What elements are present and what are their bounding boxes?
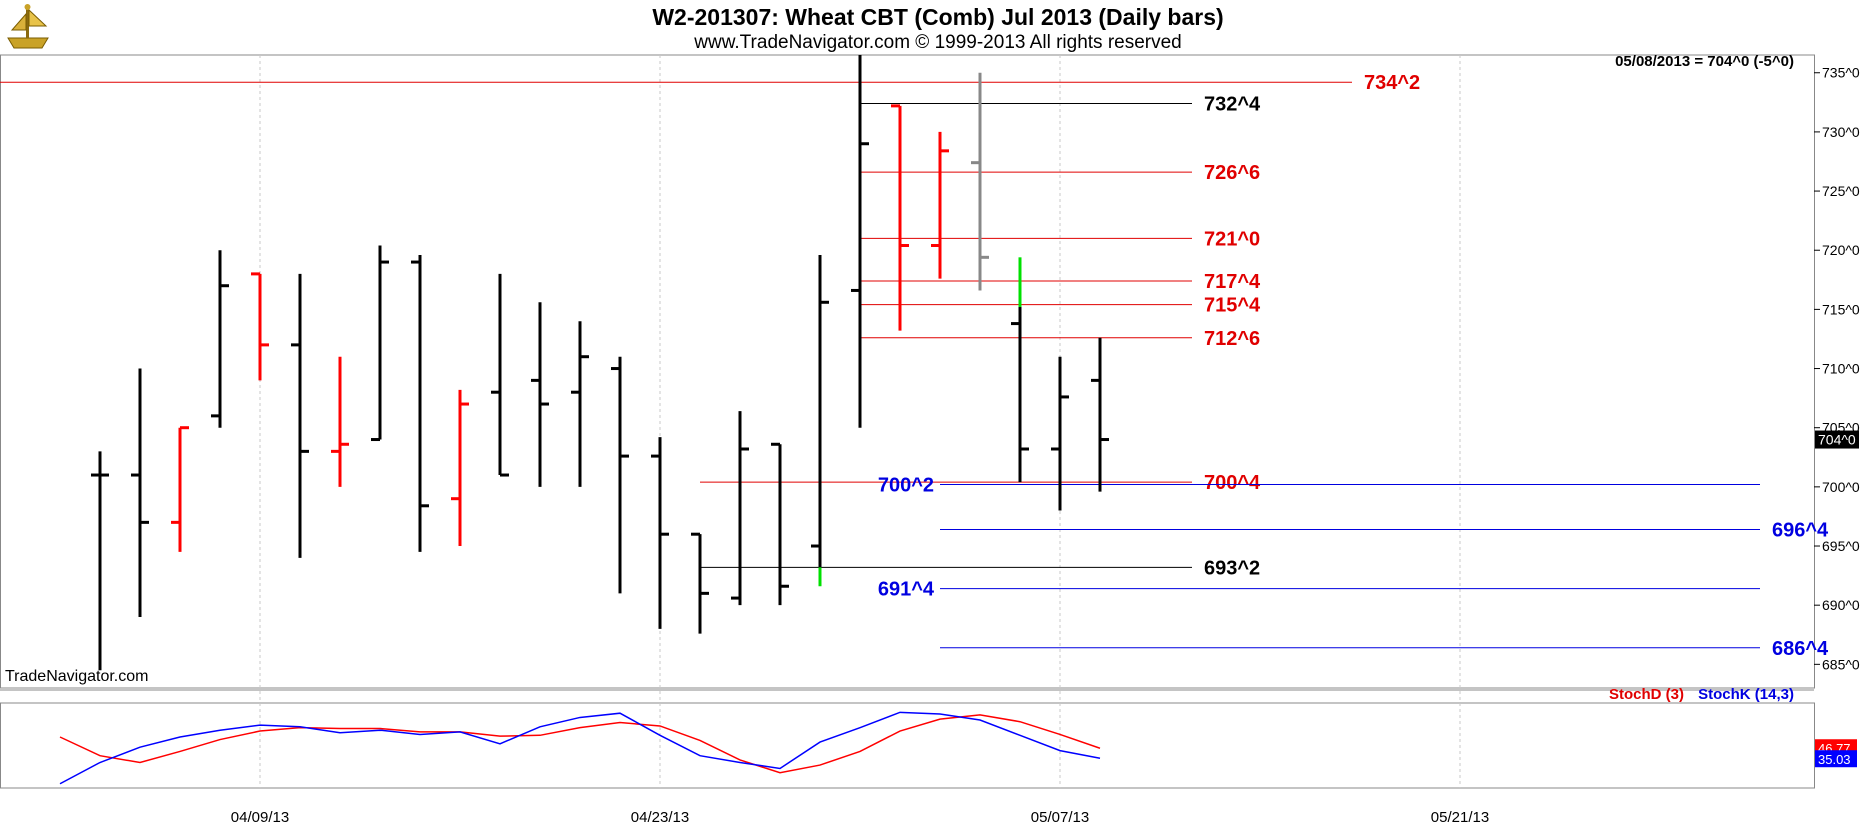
indicator-legend: StochD (3) StochK (14,3) bbox=[1609, 686, 1794, 703]
stoch-k-tag bbox=[1815, 750, 1857, 768]
chart-subtitle: www.TradeNavigator.com © 1999-2013 All r… bbox=[694, 32, 1182, 53]
stoch-k-legend: StochK (14,3) bbox=[1698, 686, 1794, 703]
price-tick-label: 725^0 bbox=[1822, 183, 1860, 199]
price-tick-label: 715^0 bbox=[1822, 301, 1860, 317]
price-level-label: 696^4 bbox=[1772, 519, 1829, 541]
price-level-label: 712^6 bbox=[1204, 328, 1260, 350]
last-price-info: 05/08/2013 = 704^0 (-5^0) bbox=[1615, 53, 1794, 70]
stoch-d-legend: StochD (3) bbox=[1608, 686, 1684, 703]
stoch-k-value: 35.03 bbox=[1818, 752, 1851, 767]
price-tick-label: 710^0 bbox=[1822, 361, 1860, 377]
date-tick-label: 05/07/13 bbox=[1031, 809, 1089, 826]
price-level-label: 715^4 bbox=[1204, 295, 1261, 317]
price-level-label: 700^2 bbox=[878, 474, 934, 496]
price-level-label: 726^6 bbox=[1204, 162, 1260, 184]
trade-navigator-logo-icon bbox=[7, 4, 49, 49]
price-level-label: 700^4 bbox=[1204, 472, 1261, 494]
date-tick-label: 05/21/13 bbox=[1431, 809, 1489, 826]
price-tick-label: 685^0 bbox=[1822, 656, 1860, 672]
last-price-label: 704^0 bbox=[1818, 432, 1856, 448]
chart-title: W2-201307: Wheat CBT (Comb) Jul 2013 (Da… bbox=[652, 4, 1224, 30]
stoch-k-line bbox=[59, 711, 1101, 785]
stoch-panel-frame bbox=[0, 702, 1815, 789]
price-level-label: 686^4 bbox=[1772, 638, 1829, 660]
price-level-label: 734^2 bbox=[1364, 72, 1420, 94]
price-tick-label: 695^0 bbox=[1822, 538, 1860, 554]
date-tick-label: 04/23/13 bbox=[631, 809, 689, 826]
price-level-label: 717^4 bbox=[1204, 271, 1261, 293]
watermark: TradeNavigator.com bbox=[5, 668, 149, 685]
price-tick-label: 700^0 bbox=[1822, 479, 1860, 495]
date-tick-label: 04/09/13 bbox=[231, 809, 289, 826]
price-tick-label: 735^0 bbox=[1822, 65, 1860, 81]
price-level-label: 691^4 bbox=[878, 579, 935, 601]
price-level-label: 693^2 bbox=[1204, 557, 1260, 579]
price-tick-label: 690^0 bbox=[1822, 597, 1860, 613]
price-level-label: 732^4 bbox=[1204, 94, 1261, 116]
price-panel-frame bbox=[0, 54, 1815, 689]
last-price-tag bbox=[1815, 430, 1859, 449]
price-tick-label: 730^0 bbox=[1822, 124, 1860, 140]
price-level-label: 721^0 bbox=[1204, 228, 1260, 250]
stoch-d-line bbox=[59, 714, 1101, 774]
price-tick-label: 720^0 bbox=[1822, 242, 1860, 258]
